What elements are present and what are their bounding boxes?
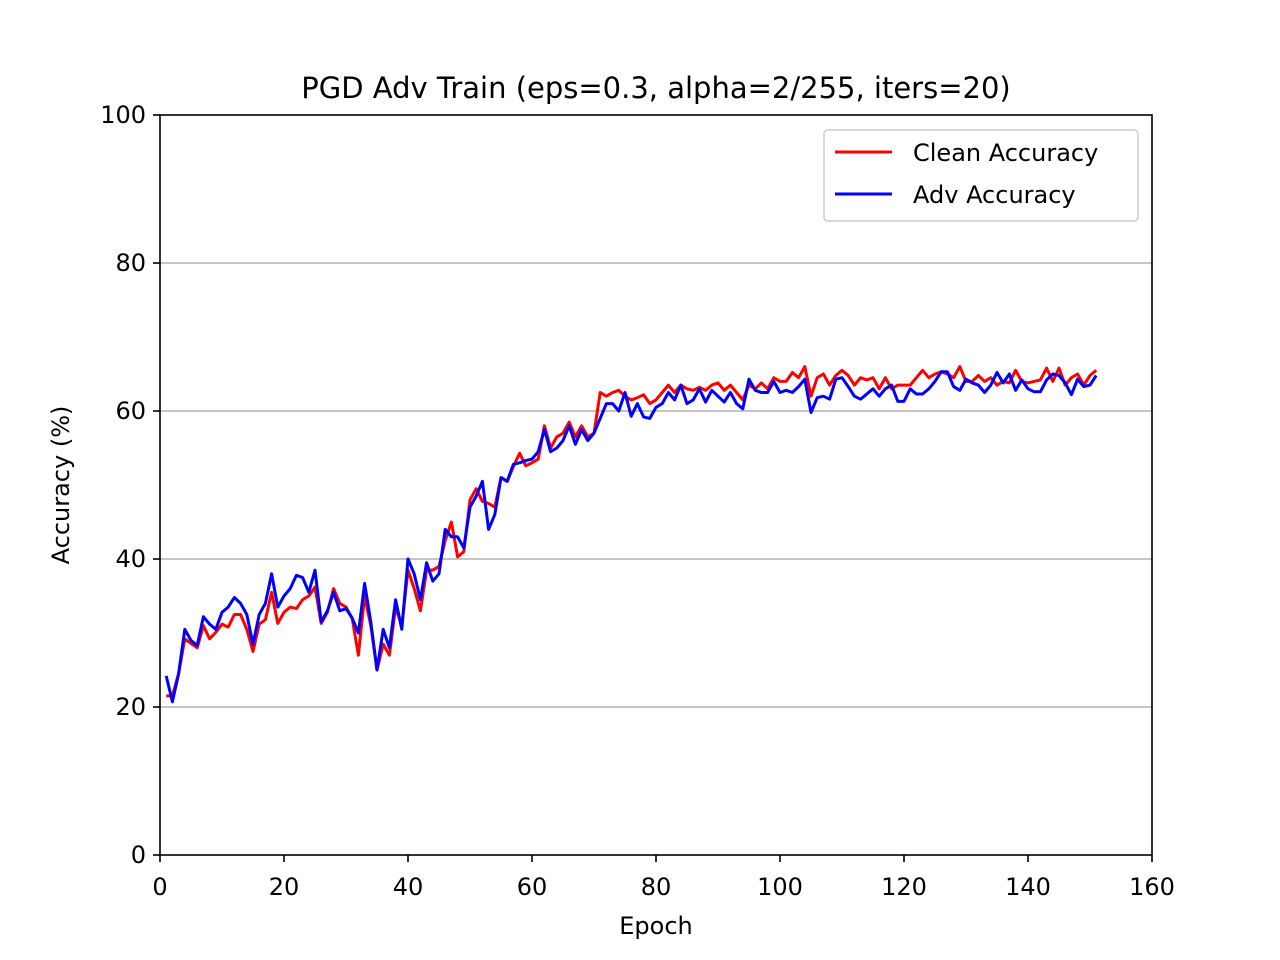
- y-tick-label: 80: [115, 249, 146, 277]
- x-tick-label: 0: [152, 873, 167, 901]
- x-tick-label: 100: [757, 873, 803, 901]
- y-axis-ticks: 0 20 40 60 80 100: [100, 101, 160, 869]
- x-tick-label: 80: [641, 873, 672, 901]
- x-tick-label: 40: [393, 873, 424, 901]
- series-layer: [164, 365, 1098, 704]
- gridlines: [160, 262, 1152, 708]
- x-tick-label: 160: [1129, 873, 1175, 901]
- y-tick-label: 20: [115, 693, 146, 721]
- y-tick-label: 60: [115, 397, 146, 425]
- legend: Clean Accuracy Adv Accuracy: [823, 129, 1139, 222]
- x-tick-label: 60: [517, 873, 548, 901]
- series-line-adv-accuracy: [164, 370, 1098, 704]
- legend-label-clean: Clean Accuracy: [913, 139, 1098, 167]
- legend-box: [823, 129, 1139, 222]
- plot-frame: [159, 114, 1153, 856]
- y-tick-label: 100: [100, 101, 146, 129]
- x-tick-label: 20: [269, 873, 300, 901]
- y-tick-label: 40: [115, 545, 146, 573]
- chart-title: PGD Adv Train (eps=0.3, alpha=2/255, ite…: [301, 71, 1010, 105]
- x-tick-label: 140: [1005, 873, 1051, 901]
- y-axis-title: Accuracy (%): [47, 406, 75, 565]
- y-tick-label: 0: [131, 841, 146, 869]
- legend-label-adv: Adv Accuracy: [913, 181, 1076, 209]
- x-axis-title: Epoch: [619, 912, 693, 940]
- x-axis-ticks: 0 20 40 60 80 100 120 140 160: [152, 855, 1175, 901]
- x-tick-label: 120: [881, 873, 927, 901]
